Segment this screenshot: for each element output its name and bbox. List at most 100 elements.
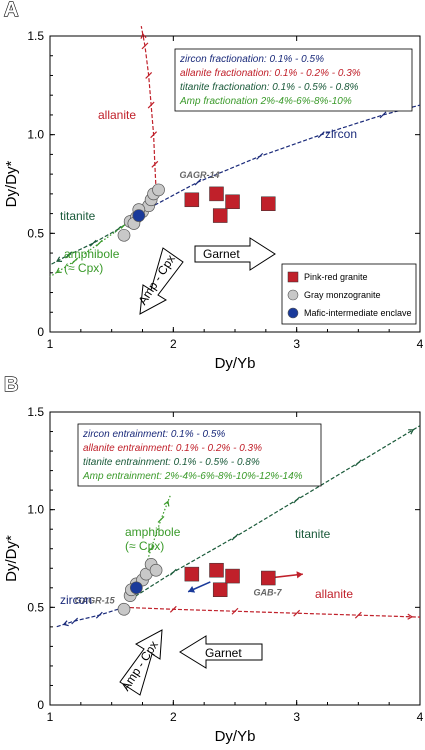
panel-a-legend-label-0: Pink-red granite [304,272,368,282]
panel-a-point-pink-red-granite [212,208,228,223]
panel-b-trend-tick [169,605,177,613]
panel-a-legend [281,263,417,325]
panel-b-x-tick-label: 1 [47,710,54,724]
panel-b-trend-label-3: (≈ Cpx) [125,539,164,553]
panel-a-info-line-2: titanite fractionation: 0.1% - 0.5% - 0.… [180,82,359,93]
panel-a-trend-label-2: titanite [60,209,96,223]
panel-b-trend-arrowhead [62,620,69,627]
panel-b-point-pink-red-granite [212,582,228,598]
panel-a-x-axis-label: Dy/Yb [215,355,256,372]
panel-a-letter: A [4,0,18,21]
panel-a-trend-label-0: zircon [325,127,357,141]
panel-a-point-pink-red-granite [225,194,240,210]
panel-b-info-line-3: Amp entrainment: 2%-4%-6%-8%-10%-12%-14% [82,471,303,482]
panel-a-y-tick-label: 0 [37,325,44,339]
panel-a-point-mafic-enclave [132,209,146,222]
panel-a-trend-tick [71,257,79,265]
panel-a-trend-tick [194,178,202,186]
panel-b-y-axis-label: Dy/Dy* [3,535,20,582]
panel-a-info-box [174,48,413,112]
panel-a-y-axis-label: Dy/Dy* [3,161,20,208]
panel-b-trend-label-3: amphibole [125,525,181,539]
panel-b-info-line-2: titanite entrainment: 0.1% - 0.5% - 0.8% [83,457,260,468]
panel-a-y-tick-label: 1.5 [27,29,44,43]
panel-b-y-tick-label: 1.5 [27,405,44,419]
panel-b-point-gray-monzogranite [117,602,131,616]
panel-a-point-pink-red-granite [209,186,224,202]
panel-b-trend-tick [293,496,301,504]
panel-b-trend-tick [231,607,239,615]
panel-b-trend-arrowhead [163,500,170,507]
panel-b-trend-arrowhead [407,613,414,620]
panel-b-trend-label-0: titanite [295,527,331,541]
panel-b-trend-tick [354,611,362,619]
panel-b-info-line-1: allanite entrainment: 0.1% - 0.2% - 0.3% [83,443,262,454]
panel-a-trend-line-2 [49,215,140,266]
panel-a-legend-label-2: Mafic-intermediate enclave [304,308,412,318]
panel-b-trend-tick [231,533,239,541]
panel-a-trend-label-3: amphibole [64,247,120,261]
panel-b-sample-label-2: GAB-7 [254,588,283,598]
panel-b-garnet-arrow [179,635,263,669]
panel-b-vector-arrowhead [296,571,303,579]
panel-b-trend-tick [157,516,165,523]
panel-b-y-tick-label: 0.5 [27,600,44,614]
panel-b-x-tick-label: 4 [417,710,424,724]
panel-a-info-line-3: Amp fractionation 2%-4%-6%-8%-10% [179,96,352,107]
panel-b-x-tick-label: 3 [293,710,300,724]
panel-a-info-line-1: allanite fractionation: 0.1% - 0.2% - 0.… [180,68,361,79]
panel-b-trend-tick [147,545,155,553]
panel-b: B 1 2 3 4 0 0.5 1.0 1.5 Dy/Yb Dy/Dy* zircon entrain… [3,373,424,745]
panel-a-legend-marker [287,289,299,301]
panel-a-trend-tick [141,42,149,50]
panel-b-point-mafic-enclave [129,581,143,595]
panel-b-info-box [77,423,322,487]
panel-a-info-line-0: zircon fractionation: 0.1% - 0.5% [179,54,324,65]
panel-a-legend-label-1: Gray monzogranite [304,290,381,300]
panel-a-x-tick-label: 2 [170,337,177,351]
panel-a-point-pink-red-granite [184,192,200,208]
panel-b-trend-line-3 [140,493,172,581]
panel-a-trend-label-1: allanite [98,108,136,122]
panel-a-point-pink-red-granite [261,196,276,211]
panel-a-y-tick-label: 1.0 [27,128,44,142]
panel-a-trend-tick [317,131,325,139]
panel-a: A 1 2 3 4 0 0.5 1.0 1.5 Dy/Yb Dy/Dy* zircon fractio… [3,0,424,372]
panel-b-trend-line-2 [55,606,125,628]
panel-a-trend-tick [95,239,103,247]
panel-a-x-tick-label: 3 [293,337,300,351]
panel-a-amp-cpx-arrow [139,247,184,315]
panel-b-amp-cpx-arrow [119,629,163,696]
panel-b-trend-label-1: allanite [315,587,353,601]
panel-b-trend-tick [293,609,301,617]
panel-b-trend-tick [71,617,79,625]
panel-b-x-tick-label: 2 [170,710,177,724]
panel-b-vector-arrowhead [188,585,196,593]
panel-b-garnet-label: Garnet [205,646,242,660]
panel-a-sample-label: GAGR-14 [180,170,220,180]
panel-a-trend-label-3: (≈ Cpx) [64,261,103,275]
panel-a-y-tick-label: 0.5 [27,226,44,240]
panel-b-trend-line-0 [129,425,421,601]
panel-b-point-pink-red-granite [209,562,224,578]
panel-a-trend-tick [256,152,264,160]
panel-b-trend-tick [354,459,362,467]
panel-a-trend-tick [89,239,97,247]
panel-b-letter: B [4,374,18,396]
panel-a-trend-tick [65,251,72,259]
panel-a-x-tick-label: 1 [47,337,54,351]
panel-b-point-gray-monzogranite [149,563,163,577]
panel-a-trend-line-0 [138,104,421,215]
panel-b-trend-tick [95,611,103,619]
panel-b-point-pink-red-granite [225,568,240,584]
panel-b-x-axis-label: Dy/Yb [215,728,256,745]
panel-b-trend-label-2: zircon [60,593,92,607]
panel-a-trend-tick [151,160,159,168]
panel-b-point-pink-red-granite [184,566,200,582]
panel-a-point-gray-monzogranite [152,183,165,197]
panel-a-x-tick-label: 4 [417,337,424,351]
panel-a-legend-marker [287,307,299,319]
panel-a-trend-tick [147,101,155,109]
panel-a-trend-arrowhead [56,256,63,262]
